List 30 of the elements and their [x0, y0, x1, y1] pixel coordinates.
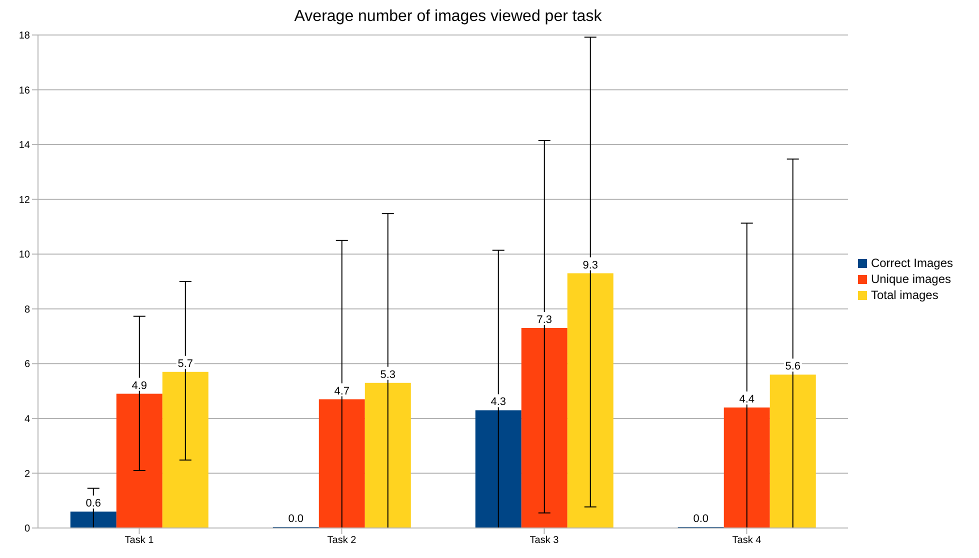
y-tick-label: 16	[18, 85, 30, 96]
y-tick-label: 8	[24, 304, 30, 316]
x-tick-label: Task 4	[732, 535, 762, 546]
y-tick-label: 18	[18, 30, 30, 42]
data-label: 9.3	[582, 259, 598, 272]
y-tick-label: 4	[24, 414, 30, 425]
data-label: 0.0	[693, 513, 709, 525]
y-tick-label: 0	[24, 524, 30, 535]
y-tick-label: 6	[24, 359, 30, 370]
x-tick-label: Task 3	[530, 535, 560, 546]
chart-title: Average number of images viewed per task	[293, 8, 603, 26]
data-label: 4.4	[739, 393, 755, 406]
y-tick-label: 12	[18, 194, 30, 206]
x-tick-label: Task 1	[124, 535, 154, 546]
data-label: 4.3	[490, 396, 506, 408]
y-tick-label: 14	[18, 140, 30, 152]
data-label: 0.0	[288, 513, 304, 525]
data-label: 5.6	[785, 360, 801, 373]
legend-label: Correct Images	[870, 256, 953, 270]
data-label: 4.9	[132, 380, 148, 392]
data-label: 0.6	[86, 498, 102, 510]
x-tick-label: Task 2	[327, 535, 357, 546]
data-label: 5.7	[178, 358, 194, 370]
legend-label: Total images	[870, 288, 938, 302]
data-label: 5.3	[380, 368, 396, 381]
y-tick-label: 2	[24, 468, 30, 480]
data-label: 7.3	[536, 314, 552, 326]
legend-label: Unique images	[870, 272, 952, 286]
y-tick-label: 10	[18, 250, 30, 261]
data-label: 4.7	[334, 385, 350, 398]
